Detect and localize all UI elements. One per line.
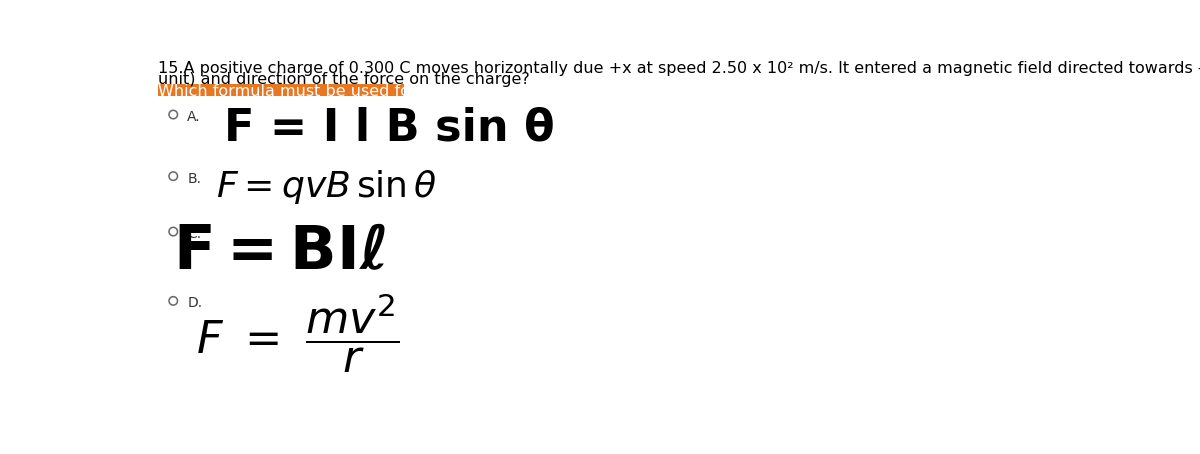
Text: Which formula must be used for this problem?: Which formula must be used for this prob…: [157, 84, 530, 99]
Text: unit) and direction of the force on the charge?: unit) and direction of the force on the …: [157, 72, 529, 87]
Text: 15.A positive charge of 0.300 C moves horizontally due +x at speed 2.50 x 10² m/: 15.A positive charge of 0.300 C moves ho…: [157, 61, 1200, 76]
Text: B.: B.: [187, 172, 202, 186]
Text: $\it{F} = \it{qvB}\,\mathrm{sin}\,\it{\theta}$: $\it{F} = \it{qvB}\,\mathrm{sin}\,\it{\t…: [216, 168, 437, 207]
Text: A.: A.: [187, 110, 200, 124]
Text: $\mathbf{F = BI\ell}$: $\mathbf{F = BI\ell}$: [173, 222, 386, 282]
FancyBboxPatch shape: [157, 84, 404, 96]
Text: F = I l B sin θ: F = I l B sin θ: [223, 107, 554, 150]
Text: $\it{F}\ =\ \dfrac{\it{mv}^2}{\it{r}}$: $\it{F}\ =\ \dfrac{\it{mv}^2}{\it{r}}$: [197, 291, 401, 375]
Text: C.: C.: [187, 227, 202, 241]
Text: D.: D.: [187, 296, 203, 310]
